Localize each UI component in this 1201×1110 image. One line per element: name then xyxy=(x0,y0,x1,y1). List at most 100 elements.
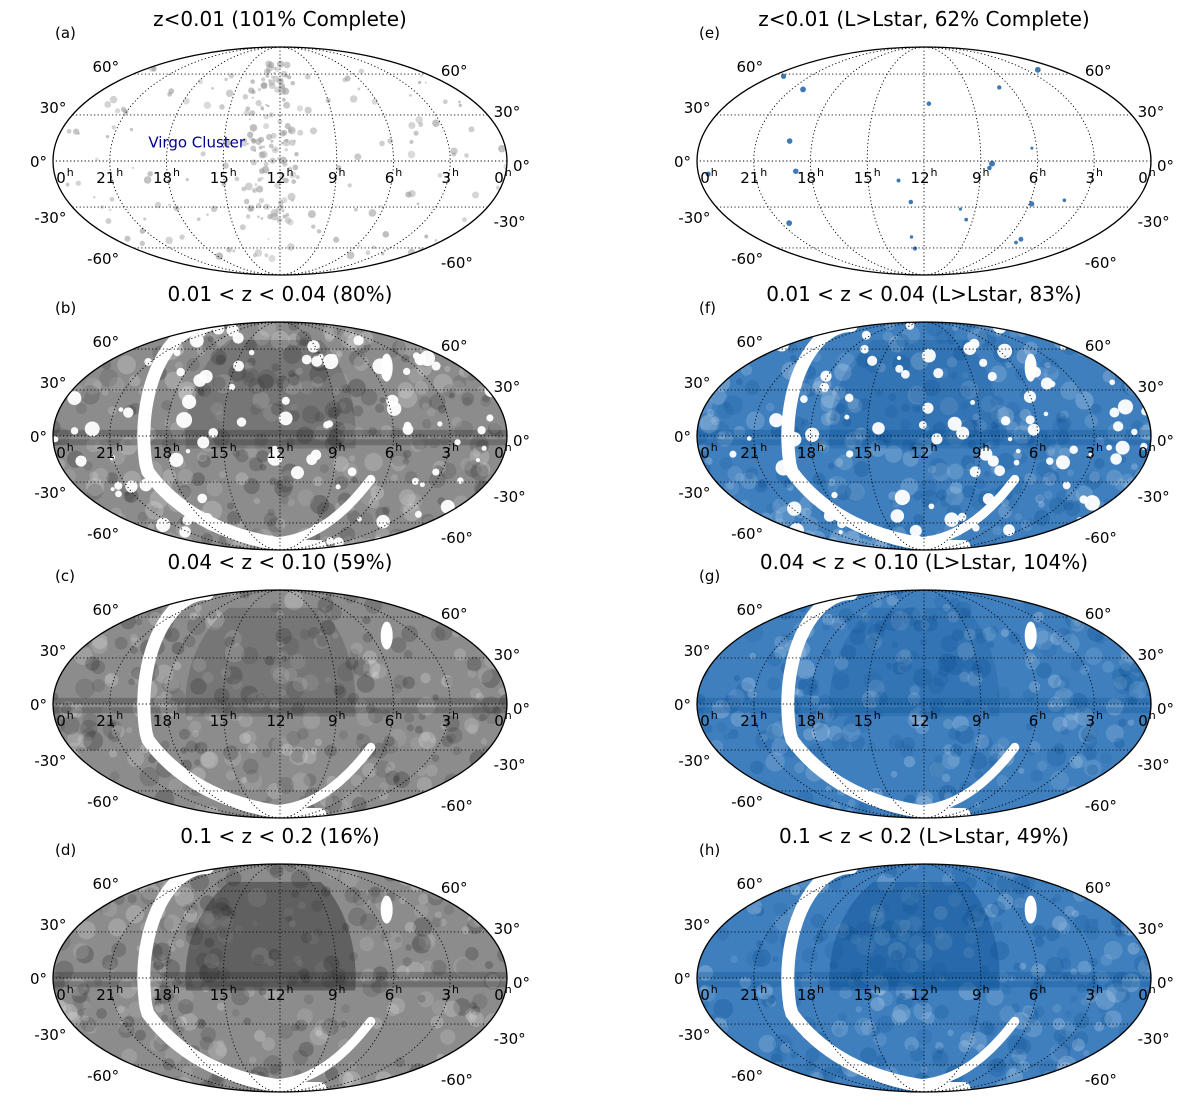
dec-tick-label-right: 60° xyxy=(441,62,468,80)
dec-tick-label-right: -30° xyxy=(494,1030,526,1048)
dec-tick-label-right: 0° xyxy=(1157,432,1174,450)
graticule xyxy=(53,863,507,1093)
graticule xyxy=(697,46,1151,276)
dec-tick-label-right: -30° xyxy=(1138,488,1170,506)
panel-title: 0.1 < z < 0.2 (L>Lstar, 49%) xyxy=(779,824,1069,848)
dec-tick-label-right: -60° xyxy=(1085,254,1117,272)
dec-tick-label-right: 0° xyxy=(1157,974,1174,992)
dec-tick-label-left: 30° xyxy=(684,916,711,934)
dec-tick-label-right: 30° xyxy=(1138,646,1165,664)
dec-tick-label-right: 30° xyxy=(494,920,521,938)
ra-tick-label: 0h xyxy=(1138,166,1156,187)
dec-tick-label-right: 60° xyxy=(1085,337,1112,355)
panel-letter: (a) xyxy=(55,24,76,42)
dec-tick-label-right: -60° xyxy=(441,1071,473,1089)
dec-tick-label-right: 0° xyxy=(1157,700,1174,718)
ra-tick-label: 0h xyxy=(494,709,512,730)
ra-tick-label: 0h xyxy=(494,166,512,187)
panel-title: 0.01 < z < 0.04 (80%) xyxy=(168,282,393,306)
dec-tick-label-left: -60° xyxy=(87,1067,119,1085)
dec-tick-label-left: 60° xyxy=(737,333,764,351)
map-outline xyxy=(52,589,508,819)
dec-tick-label-left: 0° xyxy=(674,153,691,171)
dec-tick-label-right: -30° xyxy=(1138,213,1170,231)
dec-tick-label-left: 30° xyxy=(40,916,67,934)
galactic-plane-mask xyxy=(137,322,327,550)
dec-tick-label-right: -60° xyxy=(441,529,473,547)
dec-tick-label-left: -30° xyxy=(34,752,66,770)
dec-tick-label-left: 0° xyxy=(30,153,47,171)
panel-letter: (e) xyxy=(699,24,720,42)
virgo-cluster-label: Virgo Cluster xyxy=(148,133,246,151)
dec-tick-label-left: 60° xyxy=(93,333,120,351)
dec-tick-label-left: -60° xyxy=(87,250,119,268)
panel-c: 0.04 < z < 0.10 (59%)(c)0h 21h 18h 15h 12h 9h… xyxy=(30,550,530,819)
panel-title: z<0.01 (101% Complete) xyxy=(153,7,407,31)
panel-h: 0.1 < z < 0.2 (L>Lstar, 49%)(h)0h 21h 18h 1… xyxy=(674,824,1174,1093)
panel-title: z<0.01 (L>Lstar, 62% Complete) xyxy=(758,7,1089,31)
dec-tick-label-left: 30° xyxy=(684,642,711,660)
panel-title: 0.1 < z < 0.2 (16%) xyxy=(180,824,379,848)
dec-tick-label-left: 0° xyxy=(30,696,47,714)
dec-tick-label-left: 60° xyxy=(737,58,764,76)
dec-tick-label-right: 30° xyxy=(494,646,521,664)
dec-tick-label-right: -60° xyxy=(1085,797,1117,815)
dec-tick-label-right: -60° xyxy=(441,254,473,272)
panel-a: z<0.01 (101% Complete)(a)0h 21h 18h 15h 12h 9… xyxy=(30,7,530,276)
dec-tick-label-left: 0° xyxy=(674,696,691,714)
dec-tick-label-right: 30° xyxy=(1138,378,1165,396)
map-outline xyxy=(52,321,508,551)
panel-b: 0.01 < z < 0.04 (80%)(b)0h 21h 18h 15h 12h 9h… xyxy=(30,282,530,551)
dec-tick-label-right: 30° xyxy=(1138,103,1165,121)
dec-tick-label-right: 60° xyxy=(1085,62,1112,80)
dec-tick-label-left: -30° xyxy=(34,209,66,227)
panel-f: 0.01 < z < 0.04 (L>Lstar, 83%)(f)0h 21h 18… xyxy=(674,282,1174,551)
galactic-plane-mask xyxy=(137,864,327,1092)
dec-tick-label-left: 60° xyxy=(93,58,120,76)
dec-tick-label-left: -30° xyxy=(678,1026,710,1044)
graticule xyxy=(53,321,507,551)
dec-tick-label-left: 30° xyxy=(684,99,711,117)
dec-tick-label-right: 30° xyxy=(494,378,521,396)
panel-letter: (g) xyxy=(699,567,720,585)
panel-d: 0.1 < z < 0.2 (16%)(d)0h 21h 18h 15h 12h 9h 6h… xyxy=(30,824,530,1093)
dec-tick-label-right: 30° xyxy=(494,103,521,121)
dec-tick-label-right: 60° xyxy=(441,337,468,355)
dec-tick-label-left: -30° xyxy=(34,1026,66,1044)
dec-tick-label-left: -30° xyxy=(678,752,710,770)
ra-tick-label: 0h xyxy=(1138,983,1156,1004)
dec-tick-label-right: -30° xyxy=(1138,756,1170,774)
ra-tick-label: 0h xyxy=(1138,709,1156,730)
dec-tick-label-left: -30° xyxy=(678,209,710,227)
dec-tick-label-left: -60° xyxy=(731,793,763,811)
dec-tick-label-left: 60° xyxy=(93,601,120,619)
graticule xyxy=(697,321,1151,551)
galactic-plane-mask xyxy=(781,864,971,1092)
graticule xyxy=(697,863,1151,1093)
dec-tick-label-right: 0° xyxy=(513,700,530,718)
dec-tick-label-right: 0° xyxy=(513,157,530,175)
galactic-plane-mask xyxy=(781,590,971,818)
graticule xyxy=(697,589,1151,819)
dec-tick-label-right: 0° xyxy=(513,432,530,450)
dec-tick-label-left: 0° xyxy=(674,970,691,988)
panel-e: z<0.01 (L>Lstar, 62% Complete)(e)0h 21h 18… xyxy=(674,7,1174,276)
dec-tick-label-right: -30° xyxy=(494,488,526,506)
dec-tick-label-right: 60° xyxy=(1085,605,1112,623)
dec-tick-label-left: -30° xyxy=(678,484,710,502)
map-outline xyxy=(52,863,508,1093)
dec-tick-label-left: -60° xyxy=(731,250,763,268)
dec-tick-label-left: 30° xyxy=(40,374,67,392)
map-outline xyxy=(52,46,508,276)
dec-tick-label-left: 60° xyxy=(93,875,120,893)
map-outline xyxy=(696,46,1152,276)
panel-g: 0.04 < z < 0.10 (L>Lstar, 104%)(g)0h 21h 1… xyxy=(674,550,1174,819)
map-outline xyxy=(696,321,1152,551)
dec-tick-label-right: -60° xyxy=(1085,1071,1117,1089)
panel-letter: (f) xyxy=(699,299,716,317)
panel-letter: (h) xyxy=(699,841,720,859)
dec-tick-label-right: -30° xyxy=(1138,1030,1170,1048)
galactic-plane-mask xyxy=(137,590,327,818)
dec-tick-label-left: 30° xyxy=(40,99,67,117)
